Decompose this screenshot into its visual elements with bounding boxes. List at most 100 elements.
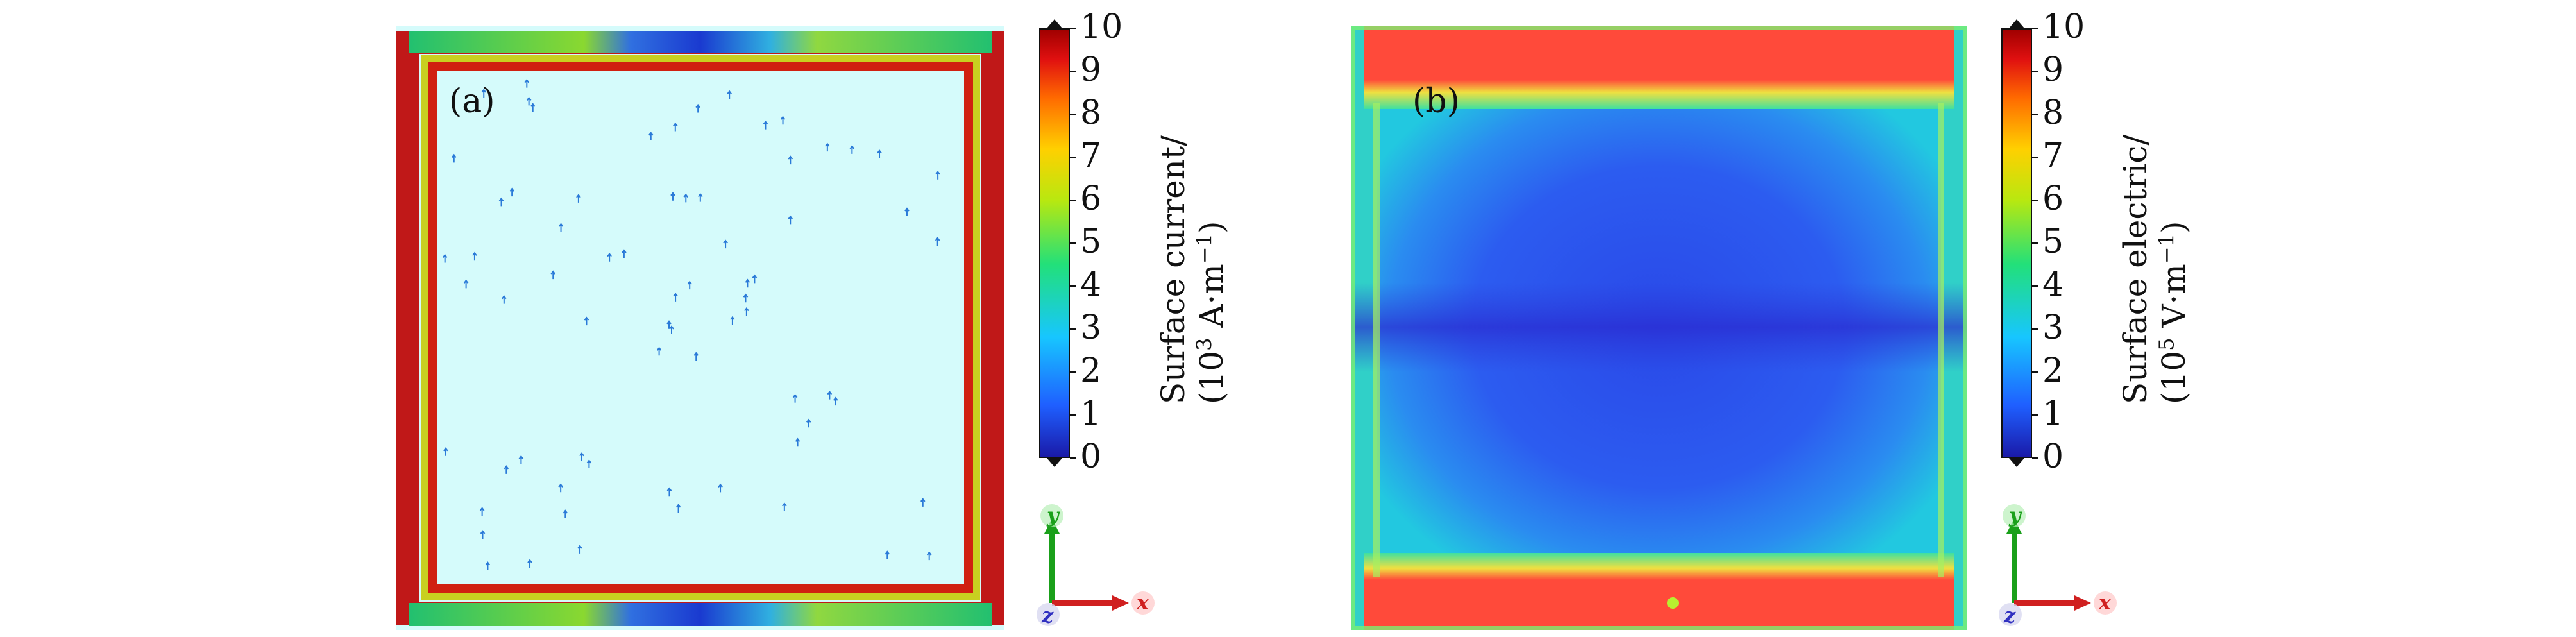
current-arrow bbox=[695, 103, 700, 113]
current-arrow bbox=[480, 530, 486, 539]
current-arrow bbox=[656, 346, 662, 356]
colorbar-title-unit-a: (103 A·m−1) bbox=[1192, 221, 1230, 405]
surface-electric-heatmap bbox=[1351, 26, 1967, 630]
colorbar-tick-mark bbox=[1070, 28, 1076, 29]
current-arrow bbox=[727, 90, 732, 99]
current-arrow bbox=[648, 132, 654, 140]
colorbar-tick-mark bbox=[2032, 242, 2038, 244]
colorbar-b bbox=[2001, 28, 2032, 458]
current-arrow bbox=[693, 352, 699, 361]
colorbar-tick-mark bbox=[1070, 285, 1076, 287]
colorbar-title-unit-b: (105 V·m−1) bbox=[2154, 221, 2192, 405]
current-arrow bbox=[744, 307, 749, 316]
current-arrow bbox=[795, 437, 801, 447]
panel-b: (b) 0 1 2 3 4 5 6 7 8 9 10 Surface electric/ (105 … bbox=[1288, 0, 2576, 637]
panel-label-a: (a) bbox=[449, 82, 495, 121]
axis-z-label-a: z bbox=[1041, 603, 1054, 627]
colorbar-tick-mark bbox=[2032, 28, 2038, 29]
colorbar-tick-label: 6 bbox=[2042, 180, 2064, 218]
current-arrow bbox=[743, 293, 749, 303]
current-arrow bbox=[672, 122, 678, 132]
current-arrow bbox=[451, 153, 457, 163]
current-arrow bbox=[673, 293, 678, 302]
current-arrow bbox=[675, 504, 681, 513]
panel-label-b: (b) bbox=[1412, 82, 1460, 121]
colorbar-a bbox=[1039, 28, 1070, 458]
colorbar-tick-mark bbox=[2032, 414, 2038, 416]
current-arrow bbox=[788, 215, 793, 225]
colorbar-tick-mark bbox=[1070, 328, 1076, 330]
colorbar-tick-label: 2 bbox=[1080, 352, 1102, 390]
current-arrow bbox=[698, 192, 703, 202]
colorbar-min-arrow-a bbox=[1047, 458, 1062, 467]
colorbar-tick-label: 3 bbox=[2042, 309, 2064, 347]
colorbar-tick-mark bbox=[1070, 157, 1076, 158]
field-feed-point bbox=[1667, 597, 1679, 609]
colorbar-tick-label: 5 bbox=[1080, 223, 1102, 261]
colorbar-tick-mark bbox=[2032, 71, 2038, 72]
colorbar-title-a: Surface current/ (103 A·m−1) bbox=[1155, 135, 1230, 404]
current-arrow bbox=[723, 239, 728, 249]
colorbar-tick-label: 1 bbox=[2042, 395, 2064, 433]
colorbar-tick-mark bbox=[2032, 285, 2038, 287]
current-arrow bbox=[485, 561, 491, 570]
colorbar-tick-mark bbox=[1070, 457, 1076, 459]
colorbar-tick-mark bbox=[2032, 457, 2038, 459]
current-arrow bbox=[607, 253, 612, 262]
current-arrow bbox=[782, 502, 787, 511]
colorbar-tick-label: 0 bbox=[1080, 437, 1102, 476]
colorbar-tick-mark bbox=[2032, 371, 2038, 373]
current-arrow bbox=[806, 418, 811, 428]
current-arrow bbox=[443, 447, 448, 456]
current-arrow bbox=[885, 550, 890, 559]
colorbar-tick-label: 3 bbox=[1080, 309, 1102, 347]
current-arrow bbox=[666, 320, 672, 329]
axis-y-label-a: y bbox=[1046, 503, 1060, 527]
current-arrow bbox=[472, 251, 477, 261]
field-top-strip bbox=[1364, 26, 1954, 109]
axis-x-label-a: x bbox=[1136, 590, 1149, 615]
colorbar-tick-mark bbox=[2032, 200, 2038, 201]
colorbar-tick-mark bbox=[1070, 242, 1076, 244]
colorbar-tick-mark bbox=[2032, 157, 2038, 158]
current-arrow bbox=[792, 393, 798, 403]
colorbar-tick-label: 1 bbox=[1080, 395, 1102, 433]
current-band-yellow bbox=[421, 55, 980, 600]
current-arrow bbox=[763, 120, 768, 130]
current-bottom-strip bbox=[409, 603, 992, 626]
current-arrow bbox=[926, 551, 932, 561]
current-arrow bbox=[586, 459, 592, 468]
colorbar-tick-label: 4 bbox=[1080, 266, 1102, 304]
current-arrow bbox=[622, 249, 627, 259]
current-arrow bbox=[498, 197, 504, 207]
colorbar-tick-label: 8 bbox=[1080, 94, 1102, 132]
field-bottom-strip bbox=[1364, 553, 1954, 630]
current-arrow bbox=[584, 316, 589, 326]
current-arrow bbox=[666, 487, 672, 497]
colorbar-tick-label: 10 bbox=[2042, 8, 2085, 46]
colorbar-title-b: Surface electric/ (105 V·m−1) bbox=[2117, 135, 2192, 404]
colorbar-tick-mark bbox=[2032, 114, 2038, 115]
current-arrow bbox=[526, 96, 532, 106]
colorbar-tick-mark bbox=[1070, 114, 1076, 115]
current-arrow bbox=[550, 270, 556, 280]
current-band-outer bbox=[396, 31, 1004, 625]
current-arrow bbox=[827, 390, 833, 400]
surface-current-plot bbox=[396, 26, 1004, 630]
colorbar-tick-label: 7 bbox=[1080, 137, 1102, 175]
colorbar-max-arrow-b bbox=[2009, 19, 2024, 28]
colorbar-tick-mark bbox=[1070, 200, 1076, 201]
colorbar-tick-label: 9 bbox=[2042, 51, 2064, 89]
current-arrow bbox=[849, 145, 855, 154]
current-arrow bbox=[718, 483, 723, 493]
current-arrow bbox=[904, 207, 910, 216]
colorbar-tick-mark bbox=[1070, 371, 1076, 373]
current-arrow bbox=[509, 187, 514, 197]
axis-z-label-b: z bbox=[2003, 603, 2016, 627]
current-arrow bbox=[479, 507, 485, 516]
current-arrow bbox=[576, 194, 581, 203]
current-arrow bbox=[935, 171, 940, 180]
current-band-inner bbox=[428, 62, 973, 593]
current-arrow bbox=[524, 79, 530, 88]
current-arrow bbox=[670, 192, 675, 201]
